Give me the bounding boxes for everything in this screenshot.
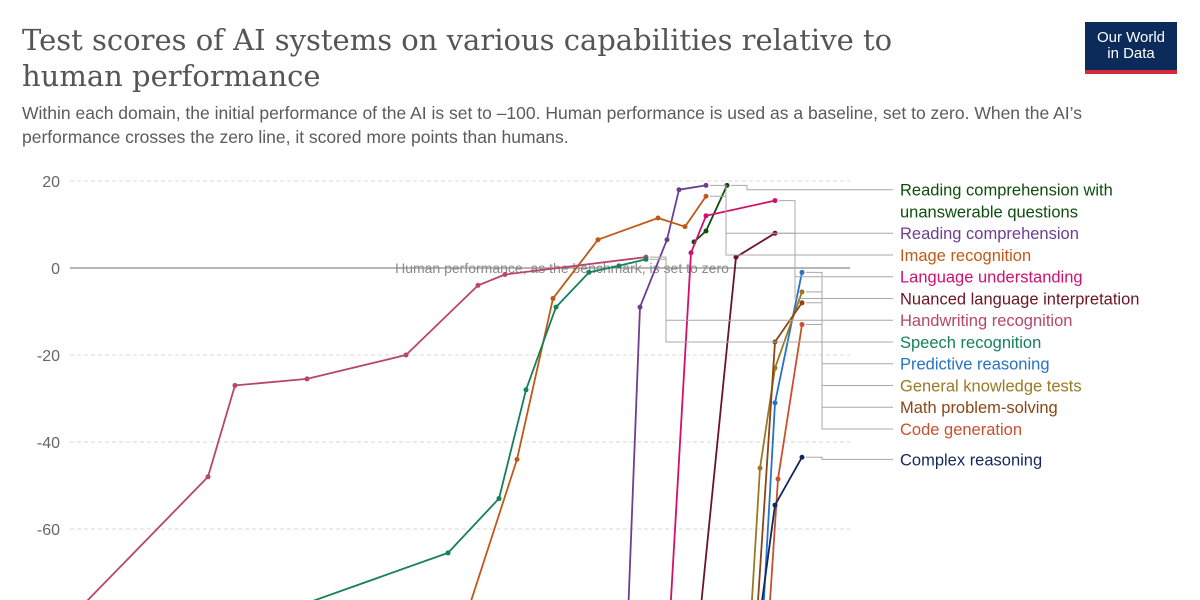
y-tick-label: 20 <box>42 174 60 191</box>
legend-label-image-recognition[interactable]: Image recognition <box>900 247 1031 265</box>
legend-leader-general-knowledge-tests <box>806 291 893 386</box>
data-point-reading-comprehension-2[interactable] <box>664 237 670 243</box>
data-point-general-knowledge-tests-1[interactable] <box>757 465 763 471</box>
series-line-math-problem-solving[interactable] <box>757 302 803 600</box>
data-point-speech-recognition-1[interactable] <box>445 550 451 556</box>
y-tick-label: -60 <box>37 522 60 539</box>
legend-leader-predictive-reasoning <box>806 271 893 365</box>
data-point-handwriting-recognition-6[interactable] <box>502 272 508 278</box>
legend-leader-nuanced-language-interpretation <box>779 232 893 299</box>
data-point-image-recognition-5[interactable] <box>682 224 688 230</box>
data-point-language-understanding-2[interactable] <box>703 213 709 219</box>
data-point-handwriting-recognition-4[interactable] <box>403 352 409 358</box>
data-point-speech-recognition-2[interactable] <box>496 496 502 502</box>
legend-label-predictive-reasoning[interactable]: Predictive reasoning <box>900 356 1050 374</box>
series-line-handwriting-recognition[interactable] <box>85 256 647 600</box>
y-tick-label: -40 <box>37 435 60 452</box>
data-point-code-generation-1[interactable] <box>775 476 781 482</box>
data-point-speech-recognition-4[interactable] <box>553 304 559 310</box>
series-line-language-understanding[interactable] <box>670 199 776 600</box>
legend-layer: Reading comprehension with unanswerable q… <box>650 182 1139 469</box>
legend-leader-complex-reasoning <box>806 456 893 460</box>
legend-label-nuanced-language-interpretation[interactable]: Nuanced language interpretation <box>900 290 1139 308</box>
series-line-reading-comprehension[interactable] <box>627 184 707 600</box>
data-point-reading-comprehension-4[interactable] <box>703 182 709 188</box>
legend-leader-image-recognition <box>710 195 893 256</box>
legend-label-speech-recognition[interactable]: Speech recognition <box>900 334 1041 352</box>
y-tick-label: 0 <box>51 261 60 278</box>
legend-leader-speech-recognition <box>650 258 893 343</box>
data-point-speech-recognition-5[interactable] <box>586 269 592 275</box>
logo-line-1: Our World <box>1096 29 1166 46</box>
data-point-handwriting-recognition-2[interactable] <box>232 382 238 388</box>
data-point-image-recognition-1[interactable] <box>514 456 520 462</box>
legend-label-reading-comprehension[interactable]: Reading comprehension <box>900 225 1079 243</box>
data-point-speech-recognition-3[interactable] <box>523 387 529 393</box>
data-point-image-recognition-3[interactable] <box>595 237 601 243</box>
data-point-predictive-reasoning-2[interactable] <box>799 269 805 275</box>
data-point-math-problem-solving-2[interactable] <box>799 300 805 306</box>
series-line-general-knowledge-tests[interactable] <box>751 291 803 600</box>
data-point-reading-comprehension-1[interactable] <box>637 304 643 310</box>
data-point-speech-recognition-6[interactable] <box>616 263 622 269</box>
legend-leader-language-understanding <box>779 200 893 278</box>
data-point-handwriting-recognition-5[interactable] <box>475 282 481 288</box>
legend-label-general-knowledge-tests[interactable]: General knowledge tests <box>900 377 1082 395</box>
legend-label-handwriting-recognition[interactable]: Handwriting recognition <box>900 312 1072 330</box>
series-line-nuanced-language-interpretation[interactable] <box>700 232 776 600</box>
series-line-speech-recognition[interactable] <box>295 258 647 600</box>
legend-label-complex-reasoning[interactable]: Complex reasoning <box>900 451 1042 469</box>
data-point-image-recognition-4[interactable] <box>655 215 661 221</box>
chart-subtitle: Within each domain, the initial performa… <box>22 103 1082 147</box>
owid-logo[interactable]: Our World in Data <box>1085 22 1177 74</box>
legend-label-math-problem-solving[interactable]: Math problem-solving <box>900 399 1058 417</box>
data-point-image-recognition-6[interactable] <box>703 193 709 199</box>
y-tick-label: -20 <box>37 348 60 365</box>
data-point-handwriting-recognition-1[interactable] <box>205 474 211 480</box>
data-point-language-understanding-1[interactable] <box>688 250 694 256</box>
logo-line-2: in Data <box>1107 45 1155 62</box>
legend-label-reading-comprehension-with-unanswerable-questions[interactable]: Reading comprehension with unanswerable q… <box>900 182 1113 222</box>
data-point-nuanced-language-interpretation-1[interactable] <box>733 254 739 260</box>
data-point-handwriting-recognition-3[interactable] <box>304 376 310 382</box>
data-point-speech-recognition-7[interactable] <box>643 256 649 262</box>
data-point-general-knowledge-tests-3[interactable] <box>799 289 805 295</box>
chart-title: Test scores of AI systems on various cap… <box>22 23 893 93</box>
data-point-predictive-reasoning-1[interactable] <box>772 400 778 406</box>
data-point-reading-comprehension-3[interactable] <box>676 187 682 193</box>
data-point-reading-comprehension-with-unanswerable-questions-1[interactable] <box>703 228 709 234</box>
legend-leader-code-generation <box>806 324 893 430</box>
legend-leader-reading-comprehension-with-unanswerable-questions <box>731 184 893 191</box>
legend-label-language-understanding[interactable]: Language understanding <box>900 269 1083 287</box>
data-point-image-recognition-2[interactable] <box>550 295 556 301</box>
legend-label-code-generation[interactable]: Code generation <box>900 421 1022 439</box>
data-point-language-understanding-3[interactable] <box>772 198 778 204</box>
series-layer <box>85 182 805 600</box>
data-point-complex-reasoning-1[interactable] <box>772 502 778 508</box>
data-point-complex-reasoning-2[interactable] <box>799 454 805 460</box>
data-point-code-generation-2[interactable] <box>799 322 805 328</box>
series-line-image-recognition[interactable] <box>469 195 707 600</box>
